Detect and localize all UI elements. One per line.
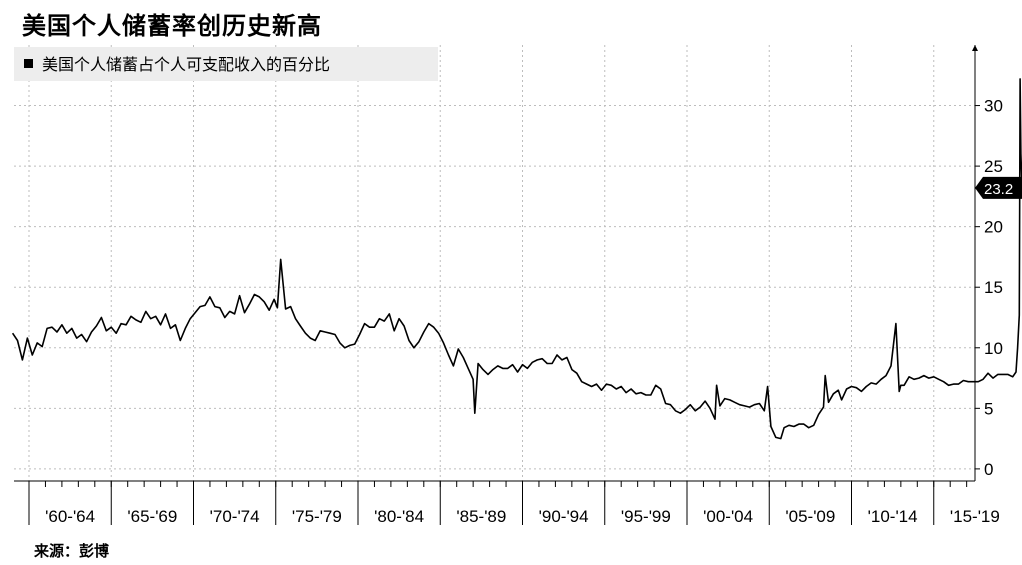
- y-tick-label: 10: [984, 339, 1003, 358]
- x-tick-label: '75-'79: [292, 507, 342, 526]
- x-tick-label: '10-'14: [868, 507, 918, 526]
- y-tick-label: 0: [984, 460, 993, 479]
- legend-box: [14, 47, 438, 81]
- x-tick-label: '60-'64: [45, 507, 95, 526]
- x-tick-label: '65-'69: [127, 507, 177, 526]
- x-tick-label: '95-'99: [621, 507, 671, 526]
- y-tick-label: 25: [984, 157, 1003, 176]
- x-tick-label: '05-'09: [785, 507, 835, 526]
- last-value-group: 23.2: [975, 176, 1022, 199]
- y-tick-label: 30: [984, 97, 1003, 116]
- y-axis-ticks: 0 5 10 15 20 25 30: [975, 97, 1003, 479]
- y-tick-label: 20: [984, 218, 1003, 237]
- series-group: [11, 78, 1022, 440]
- x-tick-label: '15-'19: [950, 507, 1000, 526]
- legend-swatch: [24, 59, 33, 68]
- x-axis-ticks: '60-'64 '65-'69 '70-'74 '75-'79 '80-'84 '85-'…: [28, 481, 1000, 526]
- chart-axes: [14, 45, 978, 482]
- x-tick-label: '85-'89: [456, 507, 506, 526]
- series-line: [11, 78, 1022, 440]
- x-tick-label: '00-'04: [703, 507, 753, 526]
- y-tick-label: 15: [984, 278, 1003, 297]
- x-tick-label: '70-'74: [210, 507, 260, 526]
- legend-label: 美国个人储蓄占个人可支配收入的百分比: [42, 55, 330, 74]
- legend: 美国个人储蓄占个人可支配收入的百分比: [14, 47, 438, 81]
- grid-lines: [14, 45, 975, 481]
- last-value-badge: [975, 176, 1022, 199]
- y-axis-arrow: [972, 45, 978, 51]
- source-note: 来源：彭博: [34, 542, 110, 560]
- last-value-label: 23.2: [984, 181, 1013, 198]
- chart-title: 美国个人储蓄率创历史新高: [22, 12, 322, 40]
- x-tick-label: '80-'84: [374, 507, 424, 526]
- y-tick-label: 5: [984, 399, 993, 418]
- x-tick-label: '90-'94: [539, 507, 589, 526]
